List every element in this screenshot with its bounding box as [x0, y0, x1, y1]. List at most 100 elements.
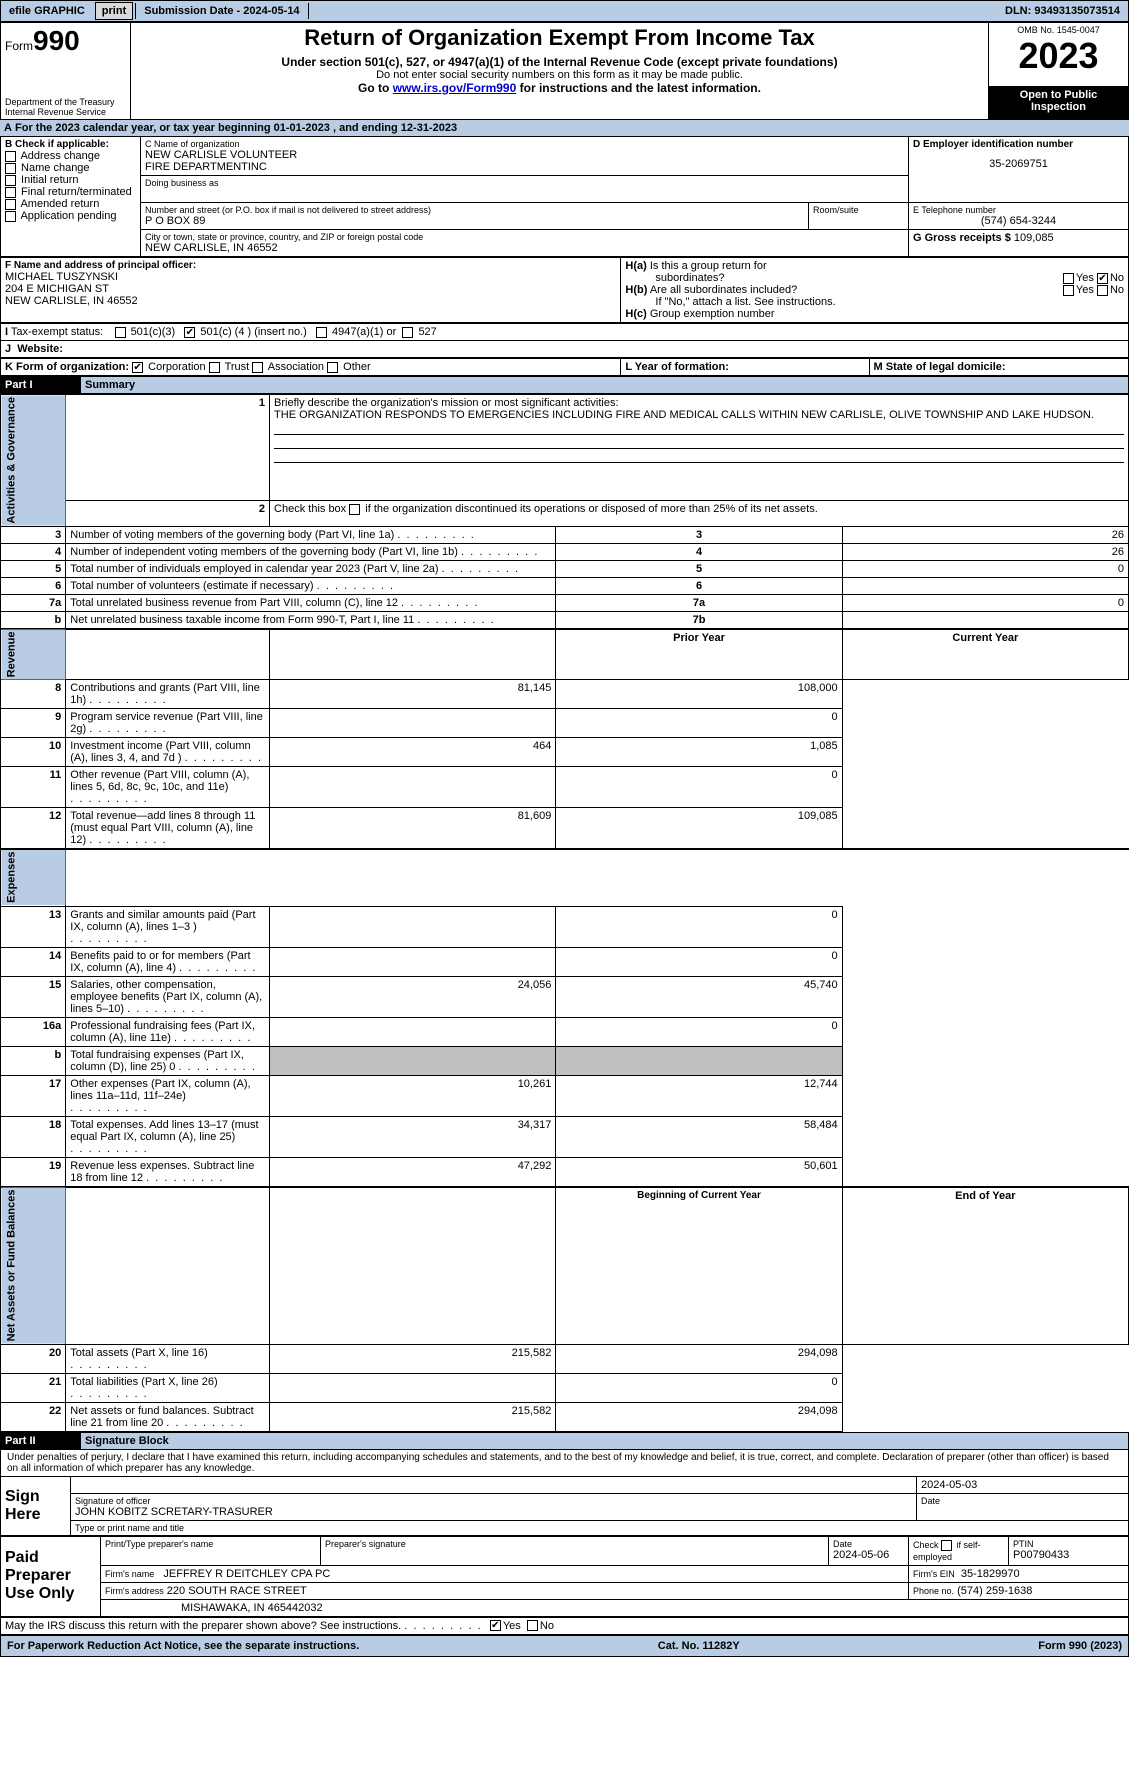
i-opt3: 4947(a)(1) or [332, 326, 396, 338]
city-label: City or town, state or province, country… [145, 232, 904, 242]
corp-checkbox[interactable] [132, 362, 143, 373]
summary-line: 13Grants and similar amounts paid (Part … [1, 906, 1129, 947]
end-hdr: End of Year [842, 1187, 1128, 1344]
summary-line: 12Total revenue—add lines 8 through 11 (… [1, 808, 1129, 850]
line-a-mid: , and ending [330, 122, 401, 134]
summary-line: bNet unrelated business taxable income f… [1, 611, 1129, 629]
officer-street: 204 E MICHIGAN ST [5, 283, 616, 295]
hb-text: Are all subordinates included? [650, 284, 797, 296]
b-option: Final return/terminated [5, 186, 136, 198]
501c3-checkbox[interactable] [115, 327, 126, 338]
firm-addr2: MISHAWAKA, IN 465442032 [101, 1599, 1129, 1616]
g-label: G Gross receipts $ [913, 232, 1014, 244]
discuss-no-checkbox[interactable] [527, 1620, 538, 1631]
f-label: F Name and address of principal officer: [5, 260, 616, 271]
i-opt2c: ) (insert no.) [244, 326, 306, 338]
ptin-label: PTIN [1013, 1539, 1124, 1549]
summary-line: 17Other expenses (Part IX, column (A), l… [1, 1075, 1129, 1116]
4947-checkbox[interactable] [316, 327, 327, 338]
discuss-text: May the IRS discuss this return with the… [5, 1620, 401, 1632]
b-checkbox[interactable] [5, 187, 16, 198]
l2-text: Check this box if the organization disco… [274, 503, 818, 515]
summary-line: 5Total number of individuals employed in… [1, 560, 1129, 577]
print-button[interactable]: print [95, 2, 133, 20]
begin-hdr: Beginning of Current Year [556, 1187, 842, 1344]
ha-no-checkbox[interactable] [1097, 273, 1108, 284]
street-label: Number and street (or P.O. box if mail i… [145, 205, 804, 215]
phone-value: (574) 654-3244 [913, 215, 1124, 227]
b-checkbox[interactable] [5, 175, 16, 186]
line-a-text: For the 2023 calendar year, or tax year … [15, 122, 274, 134]
summary-line: 21Total liabilities (Part X, line 26)0 [1, 1373, 1129, 1402]
summary-line: 4Number of independent voting members of… [1, 543, 1129, 560]
preparer-block: Paid Preparer Use Only Print/Type prepar… [0, 1536, 1129, 1617]
side-exp: Expenses [1, 849, 66, 906]
firm-ein: 35-1829970 [961, 1568, 1020, 1580]
summary-line: 14Benefits paid to or for members (Part … [1, 947, 1129, 976]
entity-block: B Check if applicable: Address change Na… [0, 136, 1129, 257]
yes-label-2: Yes [1076, 284, 1094, 296]
form-subtitle-2: Do not enter social security numbers on … [135, 69, 984, 81]
ha-text2: subordinates? [625, 272, 724, 284]
b-checkbox[interactable] [5, 199, 16, 210]
b-checkbox[interactable] [5, 151, 16, 162]
side-rev: Revenue [1, 629, 66, 680]
summary-line: 3Number of voting members of the governi… [1, 526, 1129, 543]
j-label: Website: [17, 343, 63, 355]
submission-label: Submission Date - [144, 5, 243, 17]
501c-checkbox[interactable] [184, 327, 195, 338]
b-checkbox[interactable] [5, 211, 16, 222]
side-ag: Activities & Governance [1, 395, 66, 527]
ha-yes-checkbox[interactable] [1063, 273, 1074, 284]
k-opt1: Corporation [148, 361, 205, 373]
k-label: K Form of organization: [5, 361, 129, 373]
ein-value: 35-2069751 [913, 158, 1124, 170]
b-option: Initial return [5, 174, 136, 186]
form-title: Return of Organization Exempt From Incom… [135, 25, 984, 51]
declaration: Under penalties of perjury, I declare th… [0, 1450, 1129, 1476]
footer-mid: Cat. No. 11282Y [658, 1640, 740, 1652]
summary-line: 22Net assets or fund balances. Subtract … [1, 1402, 1129, 1431]
street-value: P O BOX 89 [145, 215, 804, 227]
prep-sig-label: Preparer's signature [325, 1539, 824, 1549]
ha-text: Is this a group return for [650, 260, 767, 272]
section-b-label: B Check if applicable: [5, 139, 136, 150]
hb-yes-checkbox[interactable] [1063, 285, 1074, 296]
footer-right: Form 990 (2023) [1038, 1640, 1122, 1652]
b-option: Name change [5, 162, 136, 174]
b-option: Address change [5, 150, 136, 162]
assoc-checkbox[interactable] [252, 362, 263, 373]
firm-name: JEFFREY R DEITCHLEY CPA PC [163, 1568, 330, 1580]
dept-line1: Department of the Treasury [5, 97, 126, 107]
c-name-label: C Name of organization [145, 139, 904, 149]
org-name-1: NEW CARLISLE VOLUNTEER [145, 149, 904, 161]
dln-label: DLN: [1005, 5, 1034, 17]
summary-line: 18Total expenses. Add lines 13–17 (must … [1, 1116, 1129, 1157]
footer-left: For Paperwork Reduction Act Notice, see … [7, 1640, 359, 1652]
hb-no-checkbox[interactable] [1097, 285, 1108, 296]
firm-addr1: 220 SOUTH RACE STREET [167, 1585, 307, 1597]
officer-name: MICHAEL TUSZYNSKI [5, 271, 616, 283]
discuss-yes-checkbox[interactable] [490, 1620, 501, 1631]
trust-checkbox[interactable] [209, 362, 220, 373]
b-checkbox[interactable] [5, 163, 16, 174]
sig-label: Signature of officer [75, 1496, 912, 1506]
tax-year: 2023 [993, 35, 1124, 77]
b-option: Application pending [5, 210, 136, 222]
discuss-no: No [540, 1620, 554, 1632]
sig-date: 2024-05-03 [917, 1476, 1129, 1493]
gross-receipts: 109,085 [1014, 232, 1054, 244]
irs-link[interactable]: www.irs.gov/Form990 [393, 81, 517, 95]
i-label: Tax-exempt status: [11, 326, 103, 338]
l2-checkbox[interactable] [349, 504, 360, 515]
dept-line2: Internal Revenue Service [5, 107, 126, 117]
527-checkbox[interactable] [402, 327, 413, 338]
part1-hdr: Part I [1, 377, 81, 394]
submission-date: 2024-05-14 [243, 5, 299, 17]
summary-line: 10Investment income (Part VIII, column (… [1, 738, 1129, 767]
self-emp-checkbox[interactable] [941, 1540, 952, 1551]
f-h-block: F Name and address of principal officer:… [0, 257, 1129, 323]
firm-label: Firm's name [105, 1569, 154, 1579]
summary-line: 16aProfessional fundraising fees (Part I… [1, 1017, 1129, 1046]
other-checkbox[interactable] [327, 362, 338, 373]
